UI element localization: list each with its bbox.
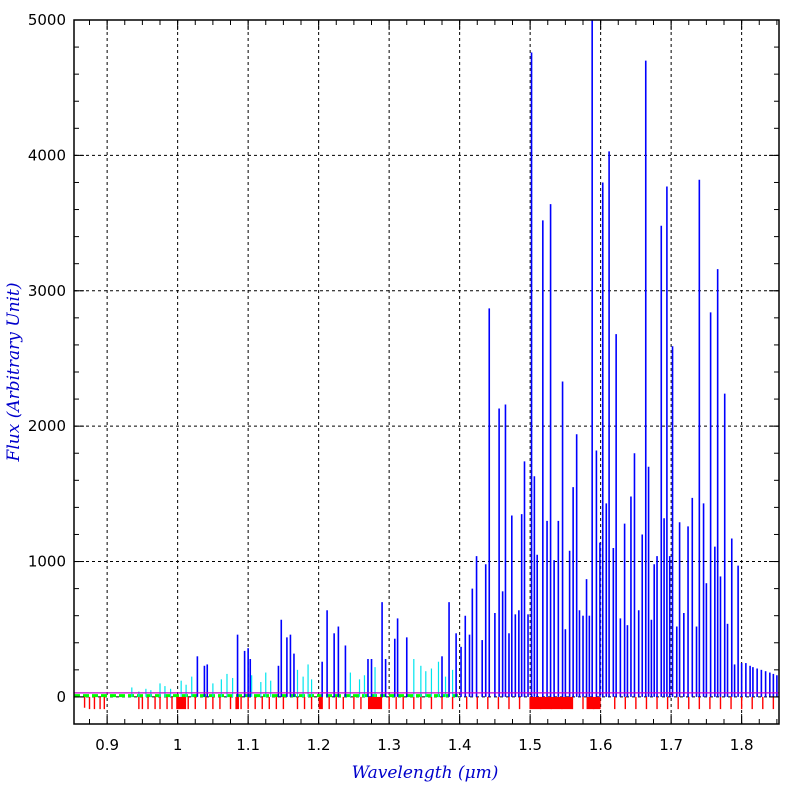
x-tick-label: 1.1 xyxy=(236,736,260,754)
absorption-lines-layer xyxy=(83,696,775,710)
absorption-block xyxy=(530,696,573,710)
x-tick-label: 1 xyxy=(173,736,183,754)
x-tick-label: 1.3 xyxy=(377,736,401,754)
y-tick-label: 5000 xyxy=(28,11,66,29)
y-axis-title: Flux (Arbitrary Unit) xyxy=(4,283,24,463)
x-tick-label: 1.7 xyxy=(659,736,683,754)
absorption-block xyxy=(318,696,323,710)
y-tick-label: 1000 xyxy=(28,553,66,571)
x-axis-title: Wavelength (μm) xyxy=(352,763,499,783)
faint-lines-layer xyxy=(131,659,454,697)
x-tick-labels: 0.9 1 1.1 1.2 1.3 1.4 1.5 1.6 1.7 1.8 xyxy=(95,736,753,754)
absorption-block xyxy=(235,696,239,710)
y-tick-label: 4000 xyxy=(28,146,66,164)
y-tick-label: 3000 xyxy=(28,282,66,300)
absorption-block xyxy=(586,696,601,710)
y-tick-labels: 0 1000 2000 3000 4000 5000 xyxy=(28,11,66,706)
y-tick-label: 2000 xyxy=(28,417,66,435)
x-tick-label: 1.4 xyxy=(448,736,472,754)
x-tick-label: 1.6 xyxy=(589,736,613,754)
y-tick-label: 0 xyxy=(56,688,66,706)
absorption-block xyxy=(367,696,383,710)
absorption-block xyxy=(176,696,187,710)
tick-marks xyxy=(74,19,779,725)
x-tick-label: 1.8 xyxy=(730,736,754,754)
emission-lines-layer xyxy=(196,20,778,697)
x-tick-label: 1.2 xyxy=(307,736,331,754)
x-tick-label: 0.9 xyxy=(95,736,119,754)
x-tick-label: 1.5 xyxy=(518,736,542,754)
